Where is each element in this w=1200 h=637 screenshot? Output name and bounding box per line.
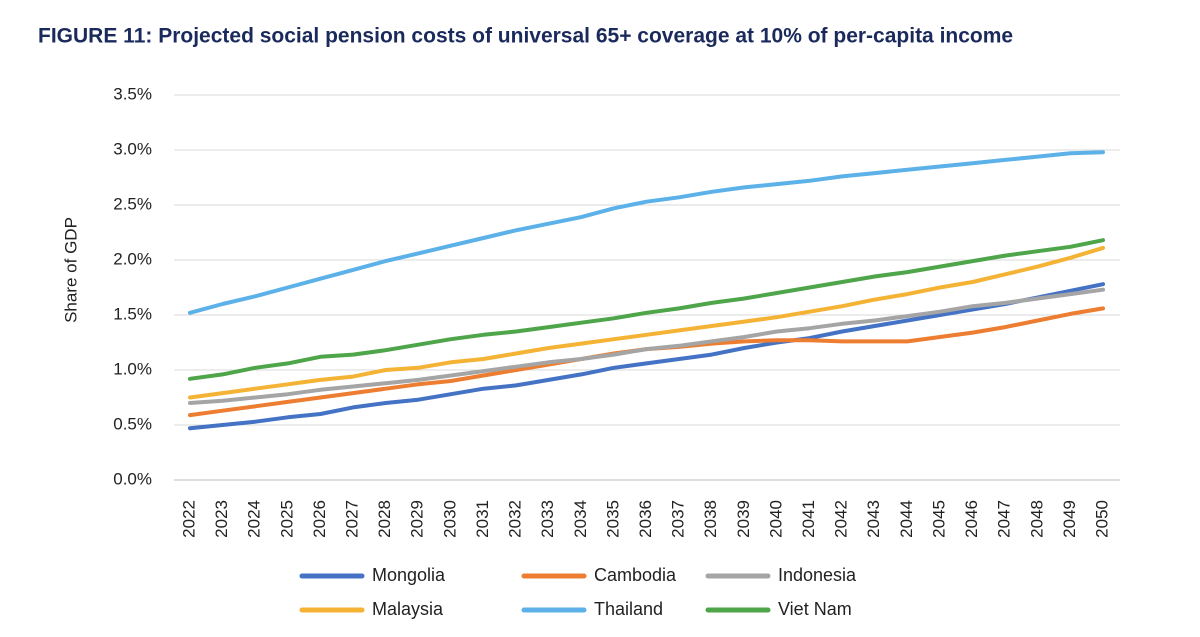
x-tick-label: 2033 <box>538 500 557 538</box>
legend-label: Viet Nam <box>778 599 852 619</box>
x-tick-label: 2040 <box>766 500 785 538</box>
x-tick-label: 2025 <box>277 500 296 538</box>
legend-label: Indonesia <box>778 565 857 585</box>
series-line <box>188 150 1105 315</box>
y-axis-label: Share of GDP <box>61 217 80 323</box>
x-tick-label: 2039 <box>734 500 753 538</box>
x-tick-label: 2028 <box>375 500 394 538</box>
y-tick-label: 3.5% <box>113 84 152 103</box>
x-tick-label: 2048 <box>1027 500 1046 538</box>
x-tick-label: 2036 <box>636 500 655 538</box>
series-line <box>188 282 1105 431</box>
x-tick-label: 2031 <box>473 500 492 538</box>
x-tick-label: 2041 <box>799 500 818 538</box>
series-line <box>188 238 1105 381</box>
x-tick-label: 2030 <box>440 500 459 538</box>
x-tick-label: 2044 <box>897 500 916 538</box>
x-tick-label: 2050 <box>1092 500 1111 538</box>
x-tick-label: 2032 <box>506 500 525 538</box>
x-tick-label: 2034 <box>571 500 590 538</box>
x-tick-label: 2037 <box>669 500 688 538</box>
series-line <box>188 287 1105 405</box>
x-tick-label: 2024 <box>245 500 264 538</box>
y-tick-label: 1.5% <box>113 304 152 323</box>
x-tick-label: 2042 <box>832 500 851 538</box>
y-tick-label: 3.0% <box>113 139 152 158</box>
series-line <box>188 245 1105 400</box>
y-tick-label: 2.5% <box>113 194 152 213</box>
x-tick-label: 2049 <box>1060 500 1079 538</box>
y-tick-label: 2.0% <box>113 249 152 268</box>
x-tick-label: 2035 <box>603 500 622 538</box>
x-tick-label: 2046 <box>962 500 981 538</box>
y-tick-label: 0.0% <box>113 469 152 488</box>
x-tick-label: 2027 <box>343 500 362 538</box>
y-tick-label: 0.5% <box>113 414 152 433</box>
legend-label: Malaysia <box>372 599 444 619</box>
y-tick-label: 1.0% <box>113 359 152 378</box>
x-tick-label: 2047 <box>995 500 1014 538</box>
x-tick-label: 2029 <box>408 500 427 538</box>
x-tick-label: 2026 <box>310 500 329 538</box>
x-tick-label: 2038 <box>701 500 720 538</box>
legend-label: Mongolia <box>372 565 446 585</box>
legend-label: Thailand <box>594 599 663 619</box>
x-tick-label: 2023 <box>212 500 231 538</box>
chart-title: FIGURE 11: Projected social pension cost… <box>38 25 1013 48</box>
x-tick-label: 2045 <box>929 500 948 538</box>
x-tick-label: 2043 <box>864 500 883 538</box>
legend-label: Cambodia <box>594 565 677 585</box>
x-tick-label: 2022 <box>179 500 198 538</box>
